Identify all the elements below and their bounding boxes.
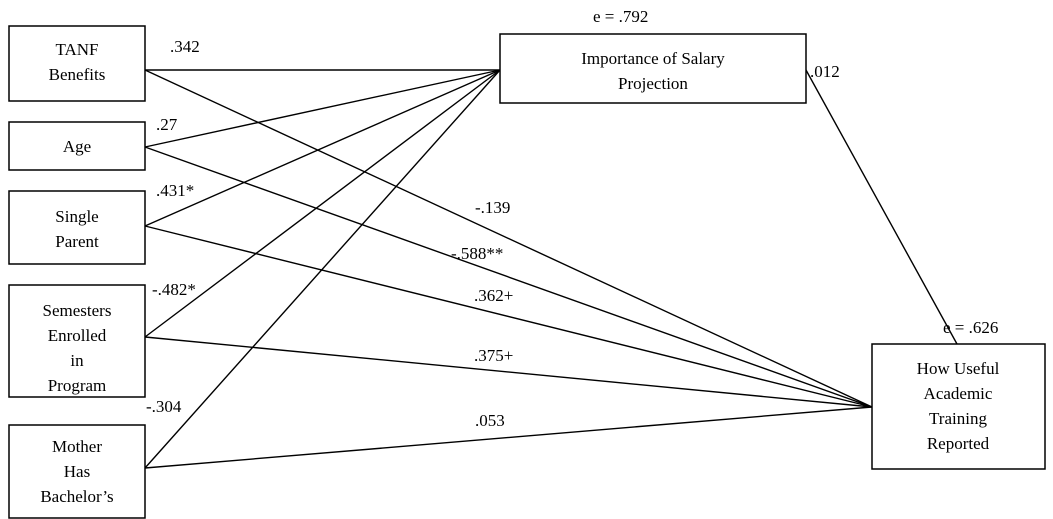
coef-tanf-to-useful: -.139 — [475, 198, 510, 217]
path-semesters-to-useful — [144, 336, 873, 408]
node-tanf-line-2: Benefits — [49, 65, 106, 84]
node-single-parent: Single Parent — [8, 190, 146, 265]
path-mother-to-useful — [144, 406, 873, 469]
node-salary-line-2: Projection — [618, 74, 688, 93]
node-semesters-line-1: Semesters — [43, 301, 112, 320]
node-mother-line-1: Mother — [52, 437, 102, 456]
coef-age-to-useful: -.588** — [451, 244, 503, 263]
node-useful-line-3: Training — [929, 409, 987, 428]
node-single-line-1: Single — [55, 207, 98, 226]
coef-semesters-to-salary: -.482* — [152, 280, 196, 299]
error-salary-label: e = .792 — [593, 7, 648, 26]
path-age-to-useful — [144, 146, 873, 408]
path-mother-to-salary — [144, 69, 501, 469]
path-age-to-salary — [144, 69, 501, 148]
node-mother-line-2: Has — [64, 462, 90, 481]
path-single-to-useful — [144, 225, 873, 408]
node-salary-line-1: Importance of Salary — [581, 49, 725, 68]
coef-single-to-salary: .431* — [156, 181, 194, 200]
node-useful-line-4: Reported — [927, 434, 990, 453]
node-useful-line-2: Academic — [924, 384, 993, 403]
node-how-useful-training: How Useful Academic Training Reported — [871, 343, 1046, 470]
node-single-line-2: Parent — [55, 232, 99, 251]
node-semesters-line-4: Program — [48, 376, 107, 395]
node-semesters-enrolled: Semesters Enrolled in Program — [8, 284, 146, 398]
node-useful-line-1: How Useful — [917, 359, 1000, 378]
path-tanf-to-useful — [144, 69, 873, 408]
coef-single-to-useful: .362+ — [474, 286, 513, 305]
node-semesters-line-2: Enrolled — [48, 326, 107, 345]
node-semesters-line-3: in — [70, 351, 84, 370]
node-age: Age — [8, 121, 146, 171]
node-tanf-benefits: TANF Benefits — [8, 25, 146, 102]
coef-semesters-to-useful: .375+ — [474, 346, 513, 365]
path-single-to-salary — [144, 69, 501, 227]
path-salary-to-useful — [805, 69, 958, 345]
node-mother-bachelors: Mother Has Bachelor’s — [8, 424, 146, 519]
paths-to-useful — [144, 69, 958, 469]
node-age-line-1: Age — [63, 137, 91, 156]
node-importance-salary-projection: Importance of Salary Projection — [499, 33, 807, 104]
node-tanf-line-1: TANF — [55, 40, 98, 59]
path-semesters-to-salary — [144, 69, 501, 338]
error-useful-label: e = .626 — [943, 318, 998, 337]
coef-age-to-salary: .27 — [156, 115, 178, 134]
coef-mother-to-useful: .053 — [475, 411, 505, 430]
coef-tanf-to-salary: .342 — [170, 37, 200, 56]
coef-mother-to-salary: -.304 — [146, 397, 182, 416]
node-mother-line-3: Bachelor’s — [40, 487, 113, 506]
coef-salary-to-useful: .012 — [810, 62, 840, 81]
paths-to-salary — [144, 69, 501, 469]
